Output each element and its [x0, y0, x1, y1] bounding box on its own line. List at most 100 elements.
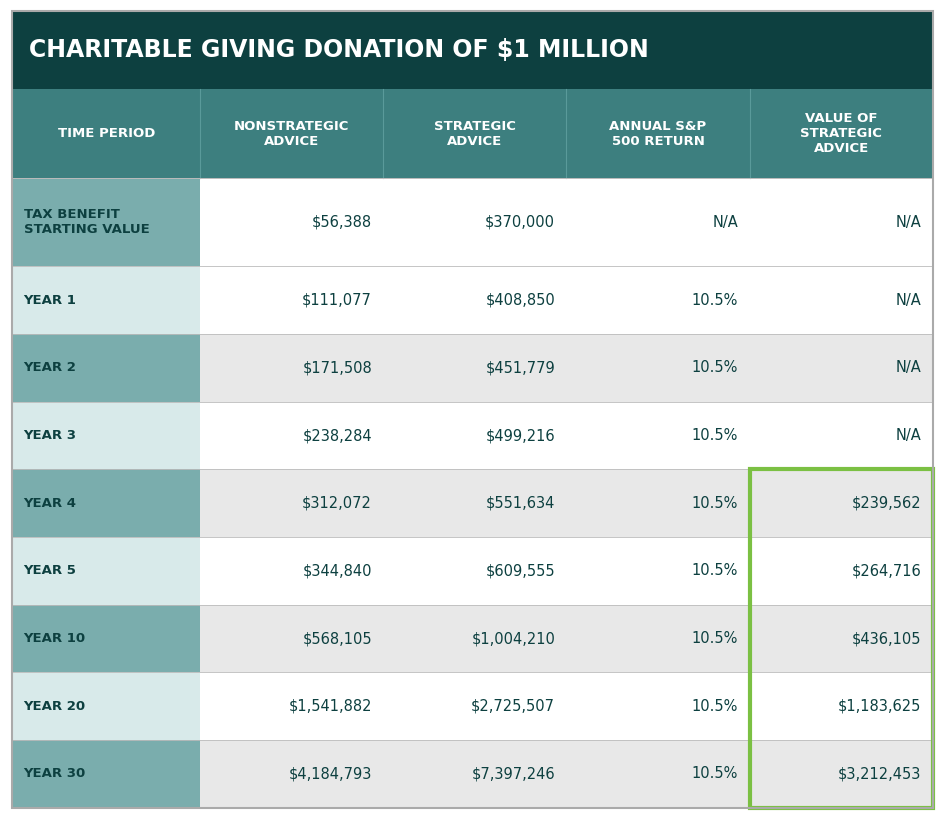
Bar — [383, 266, 565, 334]
Bar — [12, 334, 200, 402]
Text: $1,541,882: $1,541,882 — [288, 699, 372, 714]
Bar — [200, 89, 383, 178]
Text: $451,779: $451,779 — [485, 361, 554, 375]
Bar — [200, 740, 383, 808]
Text: 10.5%: 10.5% — [691, 361, 737, 375]
Bar — [12, 469, 200, 537]
Bar — [12, 672, 200, 740]
Text: YEAR 5: YEAR 5 — [24, 564, 76, 578]
Text: YEAR 3: YEAR 3 — [24, 429, 76, 442]
Bar — [749, 605, 932, 672]
Bar — [383, 402, 565, 469]
Text: N/A: N/A — [712, 214, 737, 230]
Bar — [749, 178, 932, 266]
Bar — [383, 334, 565, 402]
Bar — [749, 469, 932, 537]
Bar — [565, 178, 749, 266]
Text: VALUE OF
STRATEGIC
ADVICE: VALUE OF STRATEGIC ADVICE — [800, 112, 881, 155]
Text: TAX BENEFIT
STARTING VALUE: TAX BENEFIT STARTING VALUE — [24, 209, 149, 236]
Text: $238,284: $238,284 — [302, 428, 372, 443]
Text: YEAR 10: YEAR 10 — [24, 632, 86, 645]
Bar — [383, 740, 565, 808]
Text: $3,212,453: $3,212,453 — [837, 766, 920, 781]
Text: $4,184,793: $4,184,793 — [288, 766, 372, 781]
Bar — [565, 740, 749, 808]
Text: 10.5%: 10.5% — [691, 563, 737, 578]
Bar — [565, 402, 749, 469]
Text: $171,508: $171,508 — [302, 361, 372, 375]
Bar — [12, 740, 200, 808]
Text: $239,562: $239,562 — [851, 496, 920, 511]
Bar — [200, 605, 383, 672]
Text: $56,388: $56,388 — [312, 214, 372, 230]
Bar — [565, 266, 749, 334]
Text: $264,716: $264,716 — [851, 563, 920, 578]
Text: YEAR 20: YEAR 20 — [24, 700, 86, 713]
Text: 10.5%: 10.5% — [691, 293, 737, 308]
Text: N/A: N/A — [895, 293, 920, 308]
Bar — [383, 178, 565, 266]
Bar — [12, 11, 932, 89]
Text: $2,725,507: $2,725,507 — [471, 699, 554, 714]
Bar — [749, 334, 932, 402]
Text: $551,634: $551,634 — [485, 496, 554, 511]
Text: $436,105: $436,105 — [851, 631, 920, 646]
Text: YEAR 2: YEAR 2 — [24, 361, 76, 375]
Bar — [383, 469, 565, 537]
Bar — [200, 537, 383, 605]
Bar — [383, 537, 565, 605]
Bar — [12, 537, 200, 605]
Text: 10.5%: 10.5% — [691, 766, 737, 781]
Text: 10.5%: 10.5% — [691, 631, 737, 646]
Bar — [749, 89, 932, 178]
Bar — [565, 469, 749, 537]
Text: CHARITABLE GIVING DONATION OF $1 MILLION: CHARITABLE GIVING DONATION OF $1 MILLION — [29, 38, 649, 62]
Text: 10.5%: 10.5% — [691, 428, 737, 443]
Text: $7,397,246: $7,397,246 — [471, 766, 554, 781]
Bar — [200, 672, 383, 740]
Text: YEAR 30: YEAR 30 — [24, 767, 86, 780]
Text: N/A: N/A — [895, 214, 920, 230]
Bar — [383, 89, 565, 178]
Bar — [749, 469, 932, 808]
Text: STRATEGIC
ADVICE: STRATEGIC ADVICE — [433, 120, 515, 148]
Bar — [565, 537, 749, 605]
Bar — [12, 402, 200, 469]
Bar — [749, 672, 932, 740]
Bar — [200, 178, 383, 266]
Bar — [565, 605, 749, 672]
Text: $312,072: $312,072 — [302, 496, 372, 511]
Text: $609,555: $609,555 — [485, 563, 554, 578]
Text: 10.5%: 10.5% — [691, 496, 737, 511]
Bar — [749, 537, 932, 605]
Bar — [200, 402, 383, 469]
Bar — [749, 402, 932, 469]
Bar — [565, 89, 749, 178]
Bar — [200, 266, 383, 334]
Text: $499,216: $499,216 — [485, 428, 554, 443]
Text: $1,183,625: $1,183,625 — [837, 699, 920, 714]
Bar — [749, 740, 932, 808]
Text: N/A: N/A — [895, 361, 920, 375]
Text: $344,840: $344,840 — [302, 563, 372, 578]
Bar — [383, 672, 565, 740]
Text: $111,077: $111,077 — [302, 293, 372, 308]
Bar — [200, 469, 383, 537]
Text: $1,004,210: $1,004,210 — [471, 631, 554, 646]
Text: NONSTRATEGIC
ADVICE: NONSTRATEGIC ADVICE — [234, 120, 349, 148]
Bar — [200, 334, 383, 402]
Text: YEAR 4: YEAR 4 — [24, 497, 76, 510]
Bar — [749, 266, 932, 334]
Text: TIME PERIOD: TIME PERIOD — [58, 127, 155, 140]
Bar — [12, 266, 200, 334]
Bar — [383, 605, 565, 672]
Text: $408,850: $408,850 — [485, 293, 554, 308]
Text: N/A: N/A — [895, 428, 920, 443]
Bar — [565, 334, 749, 402]
Text: $568,105: $568,105 — [302, 631, 372, 646]
Text: $370,000: $370,000 — [484, 214, 554, 230]
Text: YEAR 1: YEAR 1 — [24, 294, 76, 307]
Bar — [565, 672, 749, 740]
Bar — [12, 605, 200, 672]
Bar — [12, 178, 200, 266]
